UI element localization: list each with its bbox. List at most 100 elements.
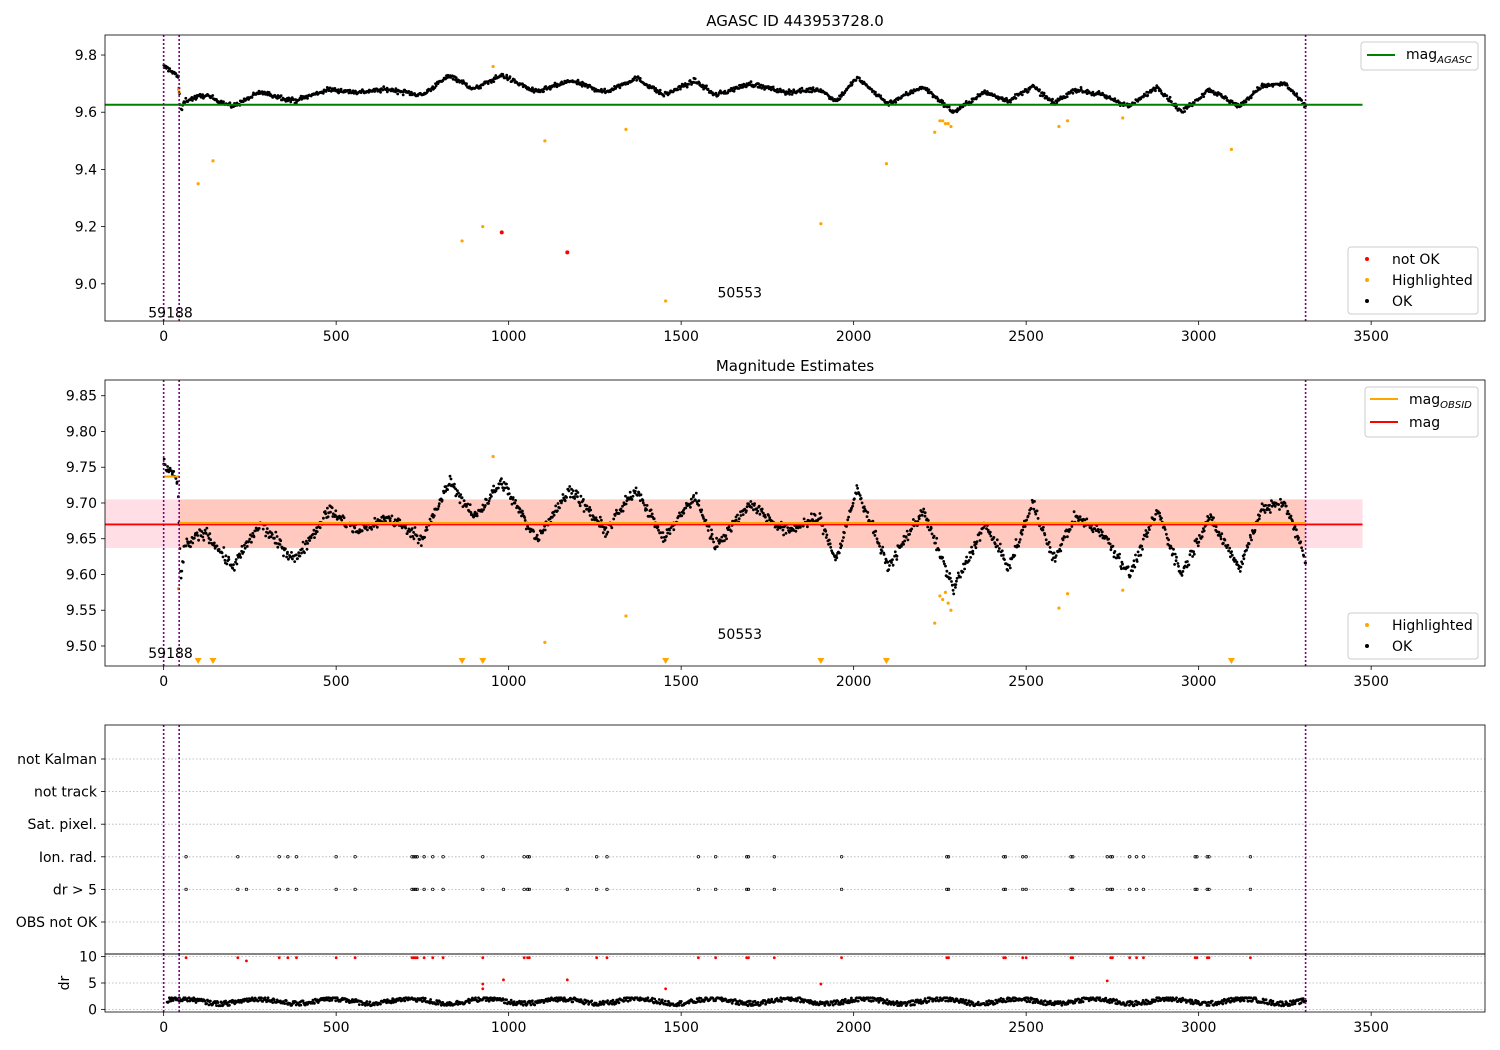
ok-point [326, 515, 330, 519]
ok-point [1000, 96, 1004, 99]
ok-point [851, 504, 854, 508]
ok-point [1000, 549, 1004, 553]
highlighted-point [1057, 124, 1061, 129]
ok-point [874, 90, 877, 94]
ok-point [1160, 516, 1163, 520]
ok-point [513, 501, 517, 505]
ok-point [1295, 92, 1299, 96]
legend-bottom [1347, 246, 1479, 315]
highlighted-point [1065, 119, 1070, 123]
ok-point [314, 532, 317, 536]
ok-point [1113, 550, 1117, 553]
ok-point [1132, 559, 1136, 563]
ok-point [1244, 100, 1248, 104]
dr-not-ok-point [334, 956, 338, 960]
dr-not-ok-point [522, 956, 526, 960]
ok-point [1071, 91, 1075, 95]
ok-point [500, 482, 504, 486]
ok-point [1235, 560, 1239, 564]
ok-point [937, 548, 941, 552]
ok-point [1192, 552, 1196, 556]
ok-point [454, 76, 458, 80]
ok-point [811, 86, 815, 90]
dr-ok-point [756, 1001, 760, 1004]
ok-point [927, 88, 931, 92]
ok-point [637, 491, 641, 495]
dr-ok-point [617, 1001, 621, 1005]
ok-point [645, 504, 649, 507]
ok-point [505, 73, 509, 77]
ok-point [227, 558, 231, 561]
ok-point [1239, 565, 1243, 569]
x-tick-label: 0 [159, 329, 168, 345]
dr-ok-point [935, 996, 939, 1000]
ok-point [293, 560, 297, 563]
dr-ok-point [1060, 1003, 1064, 1007]
ok-point [997, 549, 1000, 553]
ok-point [207, 541, 211, 545]
ok-point [693, 77, 697, 81]
ok-point [241, 100, 245, 103]
ok-point [497, 486, 500, 490]
ok-point [287, 557, 290, 561]
dr-ok-point [330, 998, 334, 1002]
ok-point [323, 510, 327, 513]
ok-point [415, 534, 419, 538]
x-tick-label: 3500 [1353, 674, 1389, 690]
ok-point [300, 547, 304, 551]
ok-point [570, 492, 574, 495]
dr-ok-point [775, 997, 779, 1000]
ok-point [945, 569, 949, 573]
ok-point [180, 108, 184, 112]
ok-point [656, 525, 660, 529]
ok-point [252, 535, 256, 539]
ok-point [179, 576, 183, 580]
ok-point [576, 495, 579, 499]
ok-point [891, 558, 894, 561]
y-tick-label: 9.65 [66, 532, 97, 548]
ok-point [289, 555, 293, 559]
y-tick-label: 0 [88, 1002, 97, 1018]
ok-point [184, 544, 188, 548]
ok-point [971, 100, 974, 103]
dr-ok-point [194, 1001, 198, 1004]
ok-point [278, 543, 282, 546]
ok-point [175, 480, 179, 484]
annotation-label: 50553 [718, 627, 763, 643]
ok-point [405, 532, 409, 535]
ok-point [561, 493, 565, 496]
out-of-range-marker [882, 658, 890, 664]
ok-point [787, 88, 791, 91]
ok-point [1020, 532, 1024, 536]
ok-point [458, 501, 462, 505]
ok-point [788, 92, 791, 96]
ok-point [404, 526, 408, 530]
dr-ok-point [976, 1000, 980, 1004]
ok-point [191, 541, 195, 545]
ok-point [828, 542, 832, 546]
dr-ok-point [505, 998, 508, 1002]
ok-point [286, 550, 289, 554]
ok-point [247, 540, 251, 543]
ok-point [1051, 97, 1054, 101]
ok-point [594, 516, 598, 520]
ok-point [776, 528, 779, 531]
ok-point [490, 495, 493, 498]
ok-point [306, 542, 310, 545]
ok-point [306, 97, 309, 100]
ok-point [1220, 532, 1224, 536]
ok-point [1199, 96, 1203, 99]
dr-ok-point [611, 998, 615, 1002]
ok-point [576, 78, 580, 82]
ok-point [242, 550, 245, 554]
ok-point [334, 509, 338, 513]
ok-point [757, 504, 761, 508]
ok-point [866, 511, 870, 514]
dr-not-ok-point [840, 956, 843, 960]
ok-point [1070, 525, 1074, 528]
y-tick-label: 10 [79, 950, 97, 966]
ok-point [1079, 88, 1083, 91]
dr-not-ok-point [697, 956, 700, 960]
ok-point [1078, 515, 1082, 519]
